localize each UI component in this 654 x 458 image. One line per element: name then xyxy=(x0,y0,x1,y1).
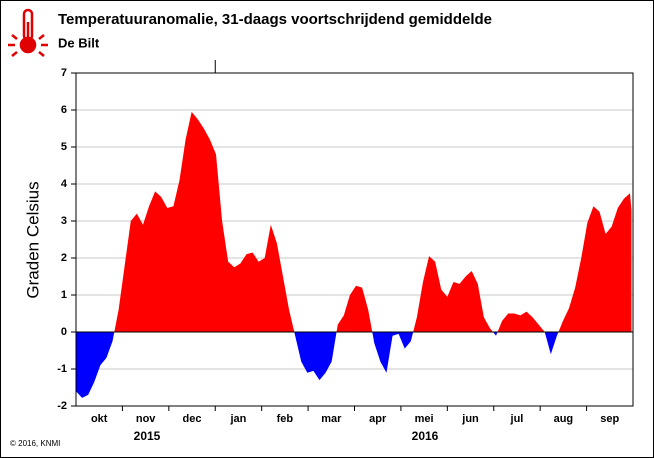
x-tick-label: jun xyxy=(461,413,479,425)
x-tick-label: jan xyxy=(230,413,247,425)
year-label: 2016 xyxy=(412,429,439,443)
x-tick-label: mei xyxy=(415,413,434,425)
x-tick-label: sep xyxy=(600,413,619,425)
area-positive xyxy=(76,111,632,332)
y-tick-label: 4 xyxy=(61,178,68,190)
x-tick-label: aug xyxy=(554,413,574,425)
footer: © 2016, KNMI xyxy=(10,439,60,448)
y-axis-label: Graden Celsius xyxy=(23,181,42,298)
chart-subtitle: De Bilt xyxy=(58,35,100,50)
y-tick-label: -2 xyxy=(57,400,67,412)
y-tick-label: 5 xyxy=(61,141,67,153)
x-tick-label: apr xyxy=(369,413,387,425)
chart-title: Temperatuuranomalie, 31-daags voortschri… xyxy=(58,11,492,28)
y-tick-label: 0 xyxy=(61,326,67,338)
x-tick-label: nov xyxy=(136,413,156,425)
y-tick-label: 6 xyxy=(61,104,67,116)
thermometer-icon xyxy=(8,8,48,57)
x-tick-label: okt xyxy=(91,413,108,425)
y-tick-label: 3 xyxy=(61,215,67,227)
y-tick-label: 7 xyxy=(61,67,67,79)
x-tick-label: dec xyxy=(183,413,202,425)
y-tick-label: -1 xyxy=(57,363,67,375)
x-tick-label: feb xyxy=(277,413,294,425)
y-tick-label: 2 xyxy=(61,252,67,264)
year-label: 2015 xyxy=(134,429,161,443)
x-tick-label: mar xyxy=(321,413,342,425)
y-tick-label: 1 xyxy=(61,289,67,301)
x-tick-label: jul xyxy=(510,413,524,425)
